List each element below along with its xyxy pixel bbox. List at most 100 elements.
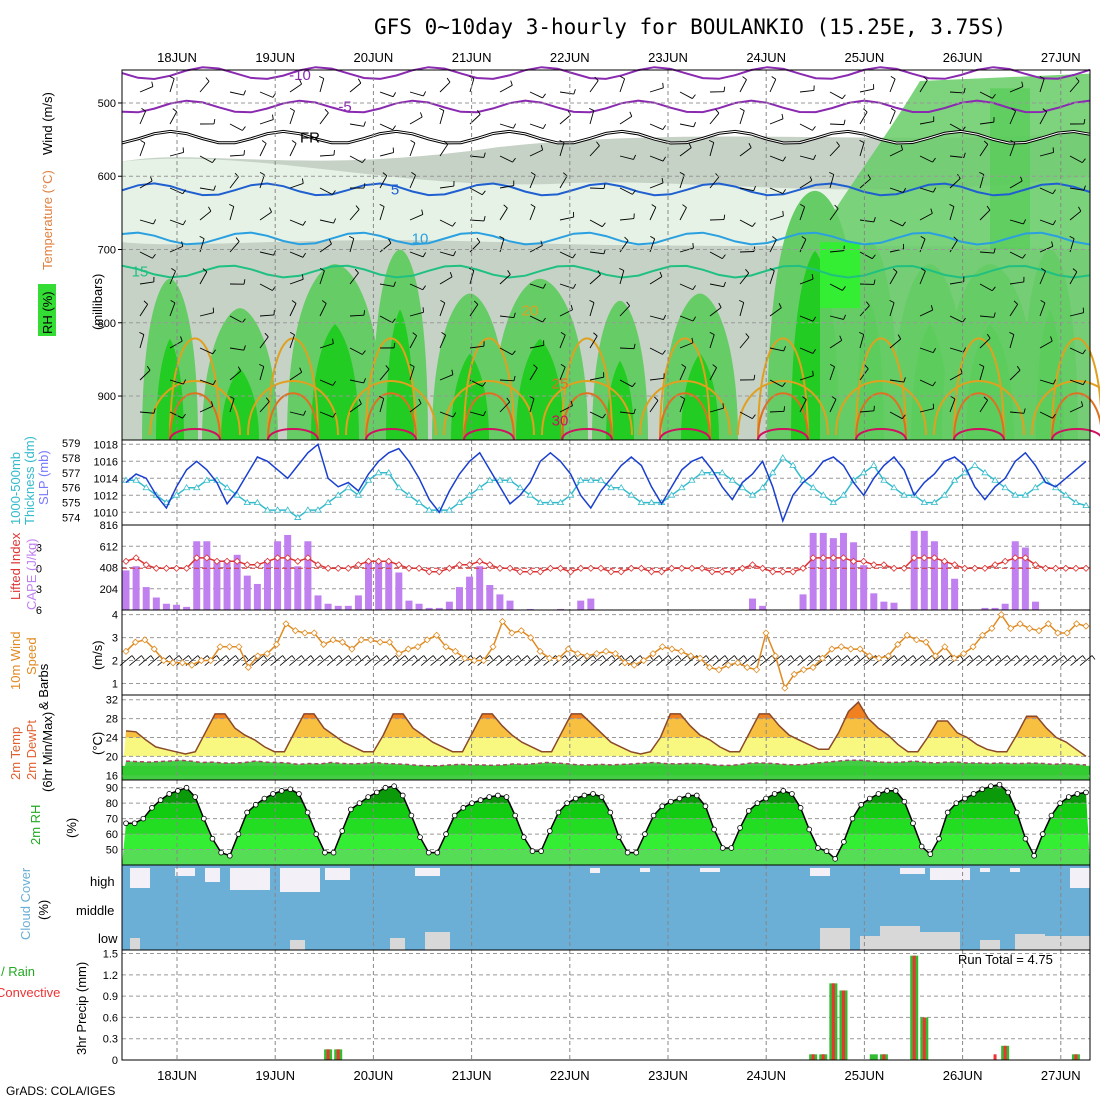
cape-tick: 612 [100,541,118,553]
cape-bar [920,530,928,610]
cape-bar [213,560,221,610]
thickness-line-point [748,491,757,498]
wind-speed-line-point [687,652,695,660]
rh-line-point [564,800,570,806]
wind-speed-line-point [875,654,883,662]
wind-speed-line-point [442,643,450,651]
bottom-date-axis: 18JUN 19JUN 20JUN 21JUN 22JUN 23JUN 24JUN 25JUN… [157,1068,1081,1083]
thickness-line-point [890,483,898,491]
thickness-line-point [870,461,878,468]
cape-bar [839,532,847,610]
lifted-index-line-point [1001,557,1009,565]
lifted-index-line-point [597,564,605,572]
wind-speed-line-point [536,647,544,655]
thickness-line-point [243,498,251,506]
li-tick: 0 [36,563,42,575]
slp-tick: 1012 [94,490,118,502]
wind-speed-line-point [451,647,459,655]
rh-line-point [598,794,605,800]
rh-line-point [157,797,164,803]
cape-bar [395,572,403,610]
rh-line-point [892,788,899,794]
rh-tick: 90 [106,783,118,795]
wind-speed-line-point [273,640,281,649]
thickness-line-point [1011,491,1019,498]
lifted-index-line-point [698,564,706,572]
contour-label: 15 [132,263,149,280]
wind-speed-line-point [621,659,629,667]
thickness-line-point [344,483,353,491]
date-label-top: 21JUN [452,50,492,65]
cape-bar [263,560,271,610]
wind-speed-line-point [734,659,742,667]
thickness-line-point [688,476,696,483]
rh-line-point [1083,789,1089,796]
temp-tick: 32 [106,695,118,707]
cape-bar [253,583,261,610]
wind-speed-line-point [705,663,714,671]
rh-line-point [149,805,155,811]
wind-speed-line-point [263,650,271,658]
rh-line-point [702,803,709,810]
wind-speed-line-point [913,636,921,644]
cape-bar [587,598,595,610]
cape-bar [142,587,150,610]
thickness-line-point [900,491,908,498]
lifted-index-line-point [496,564,504,572]
wind-speed-line-point [489,643,497,651]
wind-speed-line-point [856,645,864,653]
rh-line-point [374,789,380,796]
wind-speed-line-point [894,640,902,649]
rh2m-unit: (%) [64,818,79,838]
thickness-line-point [769,469,777,476]
wind-speed-line-point [997,611,1005,619]
rh-line-point [356,800,363,806]
thickness-line-point [920,498,929,506]
lifted-index-line-point [364,557,373,565]
lifted-index-line-point [981,564,989,572]
rh-line-point [425,849,432,856]
cape-bar [870,593,878,610]
rh-line-point [590,791,596,797]
rh-line-point [313,831,320,837]
lifted-index-line-point [991,561,999,569]
wind10m-panel: 1 2 3 4 10m Wind Speed & Barbs (m/s) [8,609,1096,710]
wind-speed-line-point [715,666,723,674]
rh-line-point [1022,835,1029,842]
thickness-line-point [667,491,676,498]
thickness-line-point [961,469,969,476]
precip-conv-bar [326,1049,330,1060]
rh-line-point [348,806,354,813]
rh-line-point [408,812,415,819]
cape-bar [435,607,443,610]
lifted-index-line-point [829,554,837,562]
lifted-index-line-point [769,568,777,576]
lifted-index-line-point [294,557,302,565]
cape-bar [173,604,181,610]
wind-speed-line-point [376,638,384,646]
lifted-index-line-point [688,564,696,572]
rh-line-point [711,826,717,833]
thickness-line-point [880,476,888,483]
date-label-bottom: 23JUN [648,1068,688,1083]
thickness-line-point [516,483,524,491]
rh-line-point [495,792,501,799]
wind-speed-line-point [480,656,488,665]
rh-line-point [512,812,518,819]
rh-line-point [581,792,588,799]
thickness-line-point [496,476,504,483]
precip-conv-bar [912,955,916,1060]
date-label-bottom: 18JUN [157,1068,197,1083]
date-label-top: 18JUN [157,50,197,65]
wind-speed-line-point [903,631,911,639]
wind-speed-line-point [1063,629,1071,637]
rh-line-point [633,849,640,856]
rh-line-point [399,792,406,799]
thickness-line-point [314,506,322,513]
rh-line-point [988,783,994,789]
rh-line-point [979,786,986,793]
thickness-label-2: Thickness (dm) [22,436,37,525]
wind-speed-line-point [1044,620,1052,628]
rh-line-point [1014,809,1020,816]
